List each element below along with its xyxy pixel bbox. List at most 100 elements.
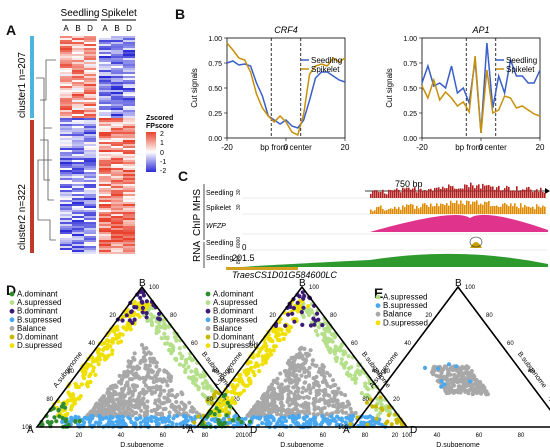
data-point <box>159 401 164 406</box>
rna-track-2 <box>242 253 548 267</box>
data-point <box>205 399 210 404</box>
heatmap-cell <box>99 60 111 62</box>
heatmap-cell <box>72 166 84 168</box>
data-point <box>462 384 467 389</box>
heatmap-cell <box>72 158 84 160</box>
heatmap-cell <box>111 236 123 238</box>
heatmap-cell <box>60 166 72 168</box>
x-tick-label: 0 <box>479 143 484 152</box>
heatmap-cell <box>72 216 84 218</box>
heatmap-cell <box>72 246 84 248</box>
heatmap-cell <box>60 38 72 40</box>
heatmap-cell <box>111 150 123 152</box>
data-point <box>129 420 134 425</box>
heatmap-cell <box>123 194 135 196</box>
data-point <box>145 416 150 421</box>
color-scale-bar <box>146 132 156 172</box>
heatmap-cell <box>123 42 135 44</box>
data-point <box>127 323 132 328</box>
data-point <box>98 402 103 407</box>
data-point <box>185 418 190 423</box>
heatmap-cell <box>123 204 135 206</box>
data-point <box>346 400 351 406</box>
heatmap-cell <box>60 124 72 126</box>
tick-label: 40 <box>404 341 411 347</box>
column-label: A <box>63 24 69 33</box>
data-point <box>66 398 71 403</box>
data-point <box>180 392 185 397</box>
heatmap-cell <box>60 116 72 118</box>
rna-value-zero: 0 <box>242 243 247 252</box>
chip-bar <box>412 188 414 198</box>
heatmap-cell <box>123 228 135 230</box>
data-point <box>316 325 321 330</box>
ternary-plots: 202020404040606060808080100100100ABDA.su… <box>9 278 550 447</box>
heatmap-cell <box>99 64 111 66</box>
heatmap-cell <box>123 206 135 208</box>
data-point <box>306 304 311 309</box>
data-point <box>145 420 150 425</box>
heatmap-cell <box>111 86 123 88</box>
axis-label-d: D.subgenome <box>120 442 164 447</box>
heatmap-cell <box>72 160 84 162</box>
heatmap-cell <box>60 228 72 230</box>
data-point <box>132 357 137 362</box>
chart-title: CRF4 <box>274 25 298 35</box>
heatmap-cell <box>99 202 111 204</box>
heatmap-cell <box>123 78 135 80</box>
data-point <box>139 299 144 304</box>
data-point <box>138 420 143 425</box>
heatmap-cell <box>111 222 123 224</box>
heatmap-cell <box>60 184 72 186</box>
heatmap-cell <box>123 152 135 154</box>
tick-label: 40 <box>248 341 255 347</box>
data-point <box>311 376 317 381</box>
data-point <box>212 412 217 417</box>
data-point <box>127 362 132 367</box>
data-point <box>151 385 156 390</box>
heatmap-cell <box>111 92 123 94</box>
chip-bar <box>482 183 484 198</box>
heatmap-cell <box>84 198 96 200</box>
track-label-wfzp: WFZP <box>206 223 226 230</box>
heatmap-cell <box>99 38 111 40</box>
chip-bar <box>494 206 496 214</box>
heatmap-cell <box>60 192 72 194</box>
heatmap-cell <box>60 252 72 254</box>
heatmap-cell <box>123 130 135 132</box>
heatmap-cell <box>84 196 96 198</box>
data-point <box>328 384 333 390</box>
heatmap-cell <box>111 124 123 126</box>
heatmap-cell <box>60 40 72 42</box>
tick-label: 40 <box>528 369 535 375</box>
data-point <box>268 348 273 354</box>
heatmap-cell <box>111 214 123 216</box>
heatmap-cell <box>72 70 84 72</box>
heatmap-cell <box>72 136 84 138</box>
data-point <box>306 408 311 413</box>
chip-bar <box>500 206 502 214</box>
chip-bar <box>484 185 486 198</box>
data-point <box>299 345 304 350</box>
data-point <box>110 348 115 353</box>
data-point <box>94 420 99 425</box>
data-point <box>309 309 314 314</box>
ternary-plot-d2: 202020404040606060808080100100100ABDA.su… <box>182 278 417 447</box>
data-point <box>102 340 107 346</box>
data-point <box>308 417 313 422</box>
data-point <box>190 375 195 380</box>
data-point <box>308 323 314 328</box>
data-point <box>60 416 65 421</box>
heatmap-cell <box>111 252 123 254</box>
data-point <box>327 326 333 331</box>
heatmap-cell <box>99 58 111 60</box>
heatmap-cell <box>72 106 84 108</box>
chip-bar <box>526 187 528 198</box>
heatmap-cell <box>99 200 111 202</box>
data-point <box>139 342 145 348</box>
heatmap-cell <box>123 124 135 126</box>
heatmap-cell <box>84 56 96 58</box>
data-point <box>116 380 122 385</box>
tick-label: 60 <box>67 369 74 375</box>
heatmap-cell <box>111 44 123 46</box>
